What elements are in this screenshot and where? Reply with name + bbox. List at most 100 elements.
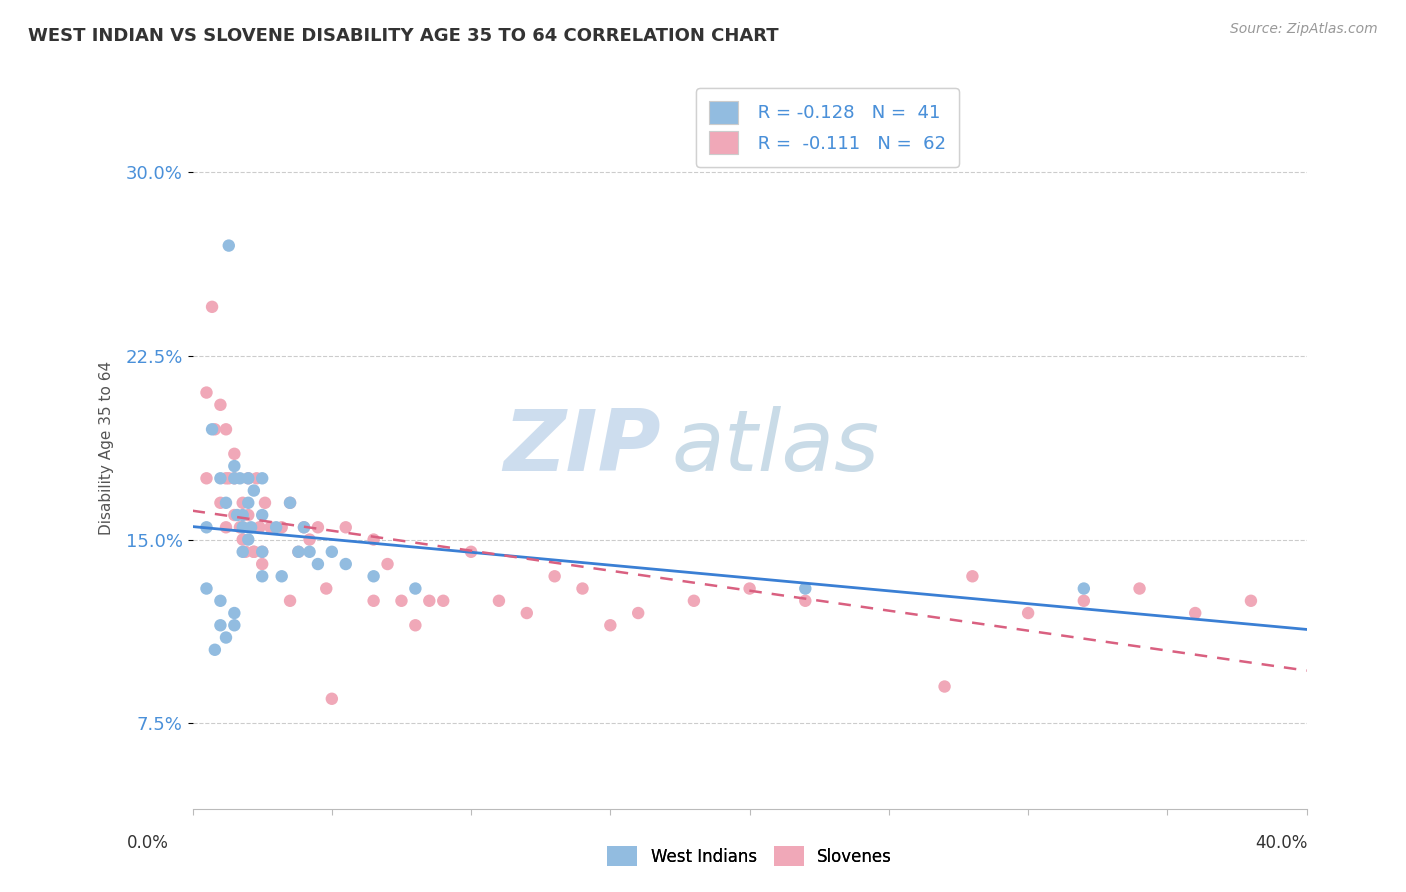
- Point: [292, 520, 315, 534]
- Point: [321, 691, 343, 706]
- Point: [235, 545, 257, 559]
- Point: [238, 508, 260, 522]
- Point: [195, 385, 218, 400]
- Point: [201, 422, 224, 436]
- Point: [363, 569, 385, 583]
- Point: [278, 594, 301, 608]
- Point: [232, 508, 254, 522]
- Text: 40.0%: 40.0%: [1256, 834, 1308, 852]
- Point: [238, 471, 260, 485]
- Point: [246, 471, 269, 485]
- Point: [1073, 594, 1095, 608]
- Point: [215, 496, 238, 510]
- Point: [232, 545, 254, 559]
- Point: [204, 642, 226, 657]
- Point: [418, 594, 440, 608]
- Point: [229, 520, 252, 534]
- Point: [287, 545, 309, 559]
- Point: [249, 520, 271, 534]
- Point: [627, 606, 650, 620]
- Point: [243, 545, 266, 559]
- Point: [321, 545, 343, 559]
- Point: [201, 300, 224, 314]
- Point: [1073, 582, 1095, 596]
- Point: [224, 447, 246, 461]
- Point: [1128, 582, 1150, 596]
- Point: [224, 471, 246, 485]
- Point: [226, 508, 249, 522]
- Point: [270, 569, 292, 583]
- Point: [298, 533, 321, 547]
- Point: [571, 582, 593, 596]
- Point: [683, 594, 706, 608]
- Point: [218, 238, 240, 252]
- Point: [215, 422, 238, 436]
- Point: [298, 545, 321, 559]
- Point: [243, 483, 266, 498]
- Point: [195, 471, 218, 485]
- Point: [1184, 606, 1206, 620]
- Point: [738, 582, 761, 596]
- Point: [270, 520, 292, 534]
- Point: [218, 471, 240, 485]
- Point: [215, 471, 238, 485]
- Point: [238, 496, 260, 510]
- Point: [363, 533, 385, 547]
- Point: [209, 496, 232, 510]
- Point: [224, 458, 246, 473]
- Point: [278, 496, 301, 510]
- Text: 0.0%: 0.0%: [127, 834, 169, 852]
- Point: [195, 582, 218, 596]
- Point: [315, 582, 337, 596]
- Point: [488, 594, 510, 608]
- Point: [250, 569, 273, 583]
- Point: [543, 569, 565, 583]
- Point: [404, 618, 426, 632]
- Point: [278, 496, 301, 510]
- Point: [250, 508, 273, 522]
- Point: [209, 471, 232, 485]
- Point: [209, 618, 232, 632]
- Point: [195, 520, 218, 534]
- Point: [1017, 606, 1039, 620]
- Text: ZIP: ZIP: [503, 406, 661, 489]
- Point: [292, 520, 315, 534]
- Legend:  R = -0.128   N =  41,  R =  -0.111   N =  62: R = -0.128 N = 41, R = -0.111 N = 62: [696, 88, 959, 167]
- Point: [794, 594, 817, 608]
- Text: atlas: atlas: [672, 406, 880, 489]
- Point: [250, 471, 273, 485]
- Point: [363, 594, 385, 608]
- Point: [215, 520, 238, 534]
- Point: [934, 680, 956, 694]
- Point: [250, 557, 273, 571]
- Point: [224, 606, 246, 620]
- Point: [224, 471, 246, 485]
- Point: [516, 606, 538, 620]
- Point: [215, 631, 238, 645]
- Point: [232, 520, 254, 534]
- Point: [1240, 594, 1263, 608]
- Point: [232, 520, 254, 534]
- Point: [250, 545, 273, 559]
- Point: [335, 557, 357, 571]
- Point: [204, 422, 226, 436]
- Point: [238, 471, 260, 485]
- Point: [232, 533, 254, 547]
- Point: [391, 594, 413, 608]
- Point: [264, 520, 287, 534]
- Point: [404, 582, 426, 596]
- Point: [243, 545, 266, 559]
- Point: [335, 520, 357, 534]
- Point: [232, 496, 254, 510]
- Point: [209, 398, 232, 412]
- Y-axis label: Disability Age 35 to 64: Disability Age 35 to 64: [100, 360, 114, 534]
- Point: [307, 557, 329, 571]
- Point: [209, 594, 232, 608]
- Point: [287, 545, 309, 559]
- Point: [224, 508, 246, 522]
- Point: [599, 618, 621, 632]
- Text: WEST INDIAN VS SLOVENE DISABILITY AGE 35 TO 64 CORRELATION CHART: WEST INDIAN VS SLOVENE DISABILITY AGE 35…: [28, 27, 779, 45]
- Point: [238, 533, 260, 547]
- Point: [259, 520, 281, 534]
- Point: [224, 618, 246, 632]
